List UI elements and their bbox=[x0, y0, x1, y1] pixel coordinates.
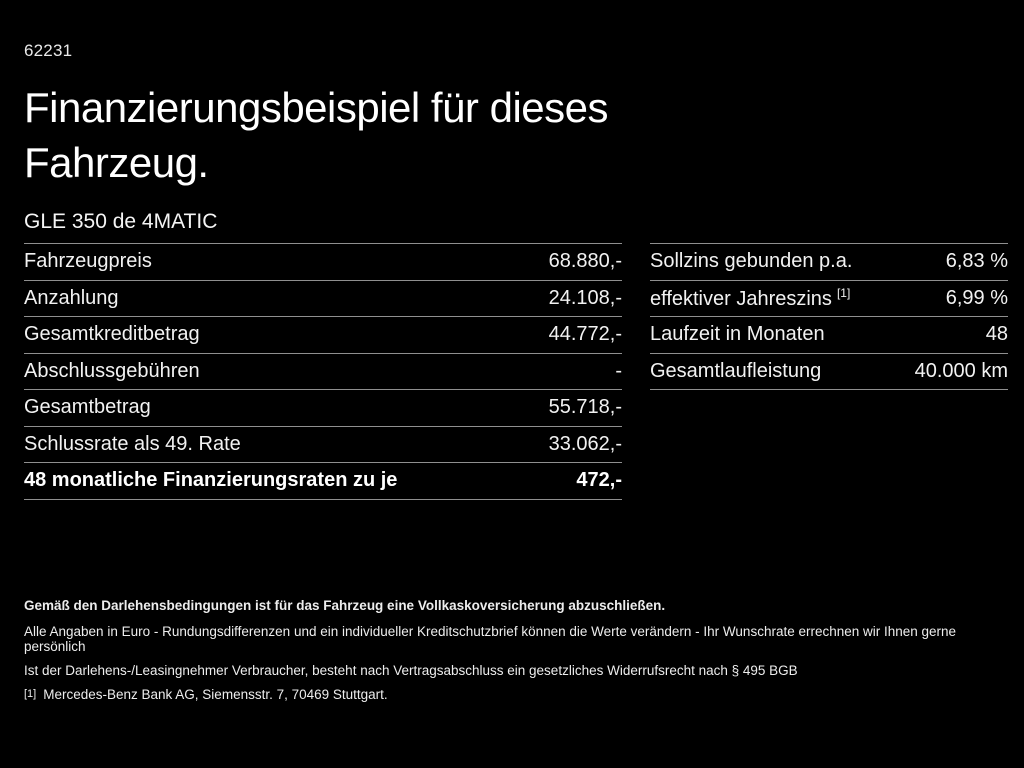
row-value: 44.772,- bbox=[548, 323, 622, 346]
footer-withdrawal-note: Ist der Darlehens-/Leasingnehmer Verbrau… bbox=[24, 663, 798, 678]
footer-disclaimer: Alle Angaben in Euro - Rundungsdifferenz… bbox=[24, 624, 957, 654]
row-label: Laufzeit in Monaten bbox=[650, 323, 825, 346]
row-label: Schlussrate als 49. Rate bbox=[24, 432, 241, 455]
row-label: Gesamtbetrag bbox=[24, 396, 151, 419]
table-row: Gesamtbetrag 55.718,- bbox=[24, 389, 622, 426]
row-label: Gesamtlaufleistung bbox=[650, 359, 822, 382]
row-label: Gesamtkreditbetrag bbox=[24, 323, 200, 346]
page-title-line1: Finanzierungsbeispiel für dieses bbox=[24, 84, 609, 131]
row-value: 33.062,- bbox=[548, 432, 622, 455]
page-code: 62231 bbox=[24, 41, 73, 60]
page-title: Finanzierungsbeispiel für dieses Fahrzeu… bbox=[24, 80, 784, 190]
page-title-line2: Fahrzeug. bbox=[24, 139, 209, 186]
footer-insurance-note: Gemäß den Darlehensbedingungen ist für d… bbox=[24, 598, 666, 613]
footer: Gemäß den Darlehensbedingungen ist für d… bbox=[24, 598, 1000, 702]
table-row: Sollzins gebunden p.a. 6,83 % bbox=[650, 243, 1008, 280]
vehicle-model: GLE 350 de 4MATIC bbox=[24, 210, 218, 233]
row-label: effektiver Jahreszins [1] bbox=[650, 285, 851, 310]
table-row: 48 monatliche Finanzierungsraten zu je 4… bbox=[24, 462, 622, 499]
row-value: 6,83 % bbox=[945, 250, 1008, 273]
financing-table: Fahrzeugpreis 68.880,- Anzahlung 24.108,… bbox=[24, 243, 622, 500]
footnote-marker: [1] bbox=[24, 688, 37, 700]
conditions-table: Sollzins gebunden p.a. 6,83 % effektiver… bbox=[650, 243, 1008, 390]
row-value: - bbox=[615, 359, 622, 382]
row-label: Anzahlung bbox=[24, 286, 119, 309]
row-value: 48 bbox=[985, 323, 1008, 346]
table-row: Anzahlung 24.108,- bbox=[24, 279, 622, 317]
table-row: Gesamtkreditbetrag 44.772,- bbox=[24, 316, 622, 353]
footer-bank-footnote: [1] Mercedes-Benz Bank AG, Siemensstr. 7,… bbox=[24, 687, 1000, 702]
footnote-text: Mercedes-Benz Bank AG, Siemensstr. 7, 70… bbox=[43, 687, 388, 702]
row-value: 472,- bbox=[576, 469, 622, 492]
row-label: Fahrzeugpreis bbox=[24, 250, 152, 273]
table-row: effektiver Jahreszins [1] 6,99 % bbox=[650, 279, 1008, 317]
row-value: 6,99 % bbox=[945, 286, 1008, 309]
table-row: Schlussrate als 49. Rate 33.062,- bbox=[24, 425, 622, 463]
row-value: 40.000 km bbox=[914, 359, 1008, 382]
table-row: Gesamtlaufleistung 40.000 km bbox=[650, 352, 1008, 390]
table-row: Laufzeit in Monaten 48 bbox=[650, 316, 1008, 353]
footnote-marker: [1] bbox=[836, 285, 851, 300]
row-value: 55.718,- bbox=[548, 396, 622, 419]
row-value: 68.880,- bbox=[548, 250, 622, 273]
table-row: Abschlussgebühren - bbox=[24, 352, 622, 390]
row-label: Sollzins gebunden p.a. bbox=[650, 250, 853, 273]
row-label: Abschlussgebühren bbox=[24, 359, 200, 382]
row-label: 48 monatliche Finanzierungsraten zu je bbox=[24, 469, 398, 492]
row-value: 24.108,- bbox=[548, 286, 622, 309]
table-row: Fahrzeugpreis 68.880,- bbox=[24, 243, 622, 280]
